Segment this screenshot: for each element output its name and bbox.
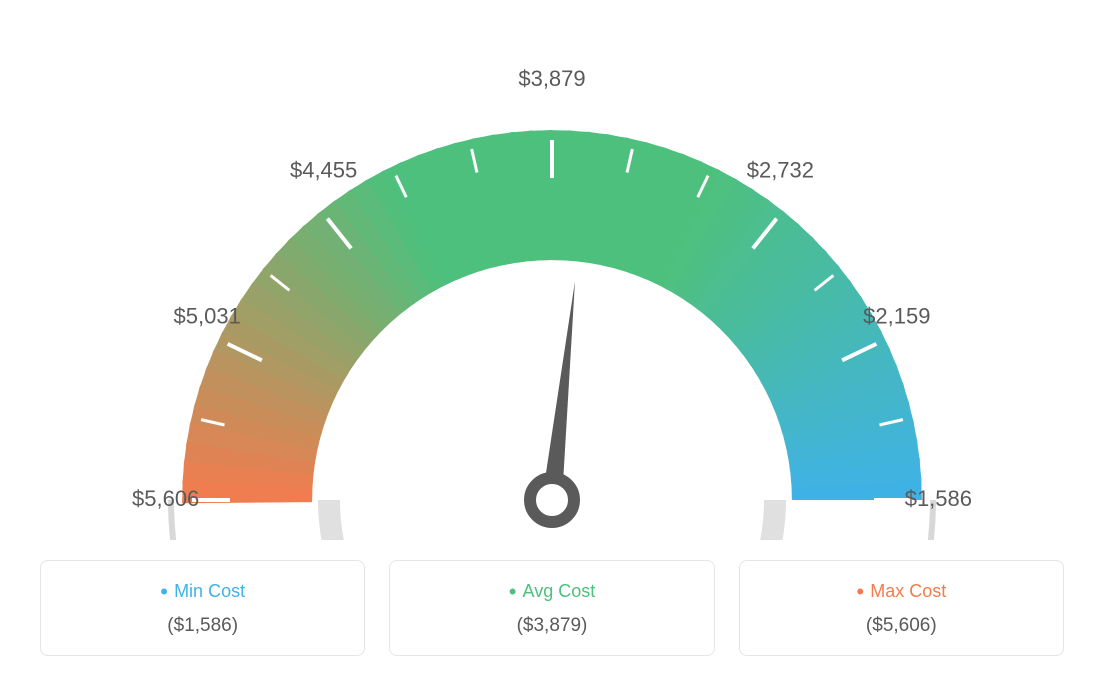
cost-summary-row: Min Cost ($1,586) Avg Cost ($3,879) Max … — [20, 560, 1084, 656]
min-cost-box: Min Cost ($1,586) — [40, 560, 365, 656]
avg-cost-label: Avg Cost — [410, 579, 693, 605]
gauge-svg: $1,586 $2,159 $2,732 $3,879 $4,455 $5,031 $5,6… — [20, 20, 1084, 540]
max-cost-label: Max Cost — [760, 579, 1043, 605]
gauge-tick-label: $4,455 — [290, 158, 357, 183]
gauge-chart: $1,586 $2,159 $2,732 $3,879 $4,455 $5,031 $5,6… — [20, 20, 1084, 540]
min-cost-value: ($1,586) — [61, 615, 344, 637]
min-cost-label: Min Cost — [61, 579, 344, 605]
avg-cost-box: Avg Cost ($3,879) — [389, 560, 714, 656]
avg-cost-value: ($3,879) — [410, 615, 693, 637]
gauge-tick-label: $5,031 — [174, 304, 241, 329]
gauge-tick-label: $5,606 — [132, 486, 199, 511]
gauge-needle — [542, 281, 575, 501]
max-cost-box: Max Cost ($5,606) — [739, 560, 1064, 656]
max-cost-value: ($5,606) — [760, 615, 1043, 637]
gauge-tick-label: $1,586 — [905, 486, 972, 511]
gauge-tick-label: $2,159 — [863, 304, 930, 329]
gauge-tick-label: $2,732 — [747, 158, 814, 183]
gauge-tick-label: $3,879 — [518, 66, 585, 91]
gauge-hub — [530, 478, 574, 522]
